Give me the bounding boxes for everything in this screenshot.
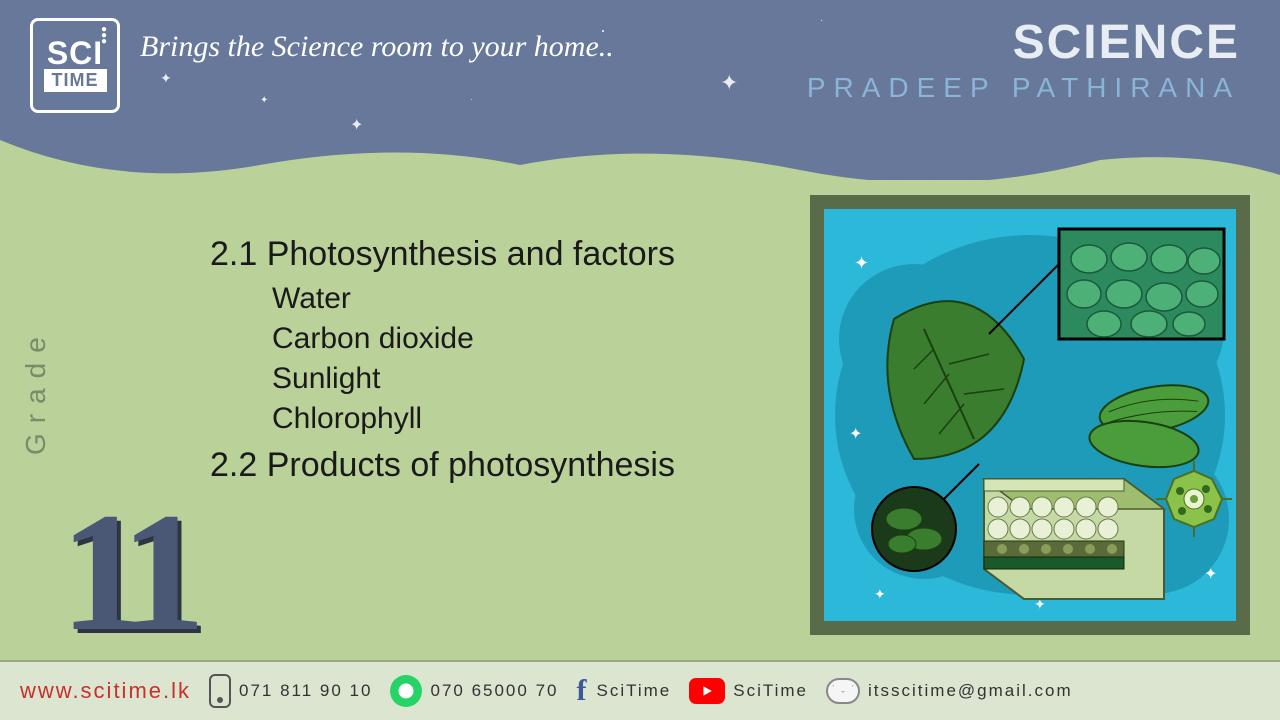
svg-text:✦: ✦ [849,426,862,443]
star-icon: · [600,20,606,41]
section-title: 2.1 Photosynthesis and factors [210,235,675,274]
svg-text:✦: ✦ [854,253,869,273]
tagline: Brings the Science room to your home.. [140,30,614,64]
section-title: 2.2 Products of photosynthesis [210,446,675,485]
star-icon: ✦ [260,95,268,106]
svg-text:✦: ✦ [1204,566,1217,583]
subject-title: SCIENCE [1013,15,1240,70]
star-icon: · [470,95,473,104]
star-icon: ✦ [160,70,172,87]
svg-text:✦: ✦ [874,586,886,602]
grade-number: 11 [60,475,191,670]
content-block: 2.1 Photosynthesis and factors Water Car… [210,235,675,493]
star-icon: ✦ [720,70,738,96]
illustration-box: ✦ ✦ ✦ ✦ ✦ ✦ [810,195,1250,635]
email-icon [826,678,860,704]
photosynthesis-diagram: ✦ ✦ ✦ ✦ ✦ ✦ [824,209,1236,621]
footer-whatsapp: 070 65000 70 [390,675,558,707]
logo-bottom-text: TIME [44,69,107,92]
star-icon: · [820,15,823,26]
whatsapp-icon [390,675,422,707]
slide: ●●● SCI TIME Brings the Science room to … [0,0,1280,720]
phone-icon [209,674,231,708]
content-item: Water [272,282,675,316]
footer-facebook: f SciTime [576,674,671,708]
content-item: Carbon dioxide [272,322,675,356]
facebook-icon: f [576,674,588,708]
youtube-icon [689,678,725,704]
content-item: Sunlight [272,362,675,396]
footer-youtube: SciTime [689,678,808,704]
footer-phone: 071 811 90 10 [209,674,372,708]
footer: www.scitime.lk 071 811 90 10 070 65000 7… [0,660,1280,720]
footer-email: itsscitime@gmail.com [826,678,1073,704]
content-item: Chlorophyll [272,402,675,436]
logo: ●●● SCI TIME [30,18,120,113]
footer-url: www.scitime.lk [20,678,191,704]
grade-label: Grade [20,327,52,455]
comet-icon: ✦ [350,115,363,135]
author-name: PRADEEP PATHIRANA [807,72,1240,104]
logo-top-text: SCI [47,39,103,68]
